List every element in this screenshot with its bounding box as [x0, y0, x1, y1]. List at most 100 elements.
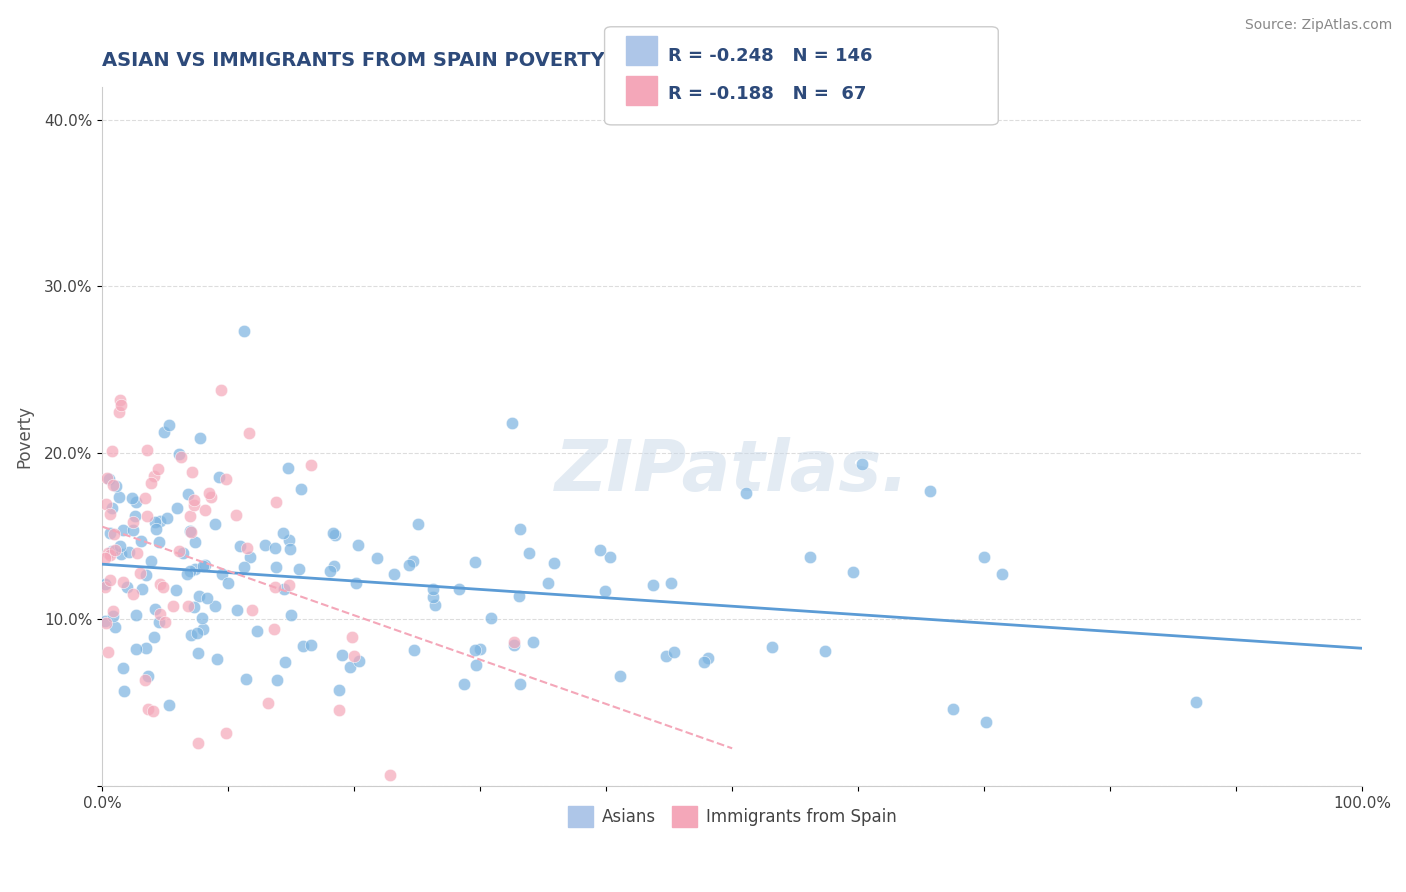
Immigrants from Spain	[236, 541, 259, 555]
Asians	[842, 565, 865, 579]
Asians	[94, 614, 117, 628]
Asians	[143, 602, 166, 616]
Asians	[157, 417, 180, 432]
Immigrants from Spain	[179, 508, 201, 523]
Asians	[232, 560, 254, 574]
Asians	[97, 472, 120, 486]
Asians	[176, 567, 198, 582]
Asians	[148, 615, 170, 629]
Asians	[464, 556, 486, 570]
Asians	[233, 324, 256, 338]
Asians	[274, 655, 297, 669]
Asians	[422, 591, 444, 605]
Asians	[165, 582, 187, 597]
Immigrants from Spain	[111, 574, 134, 589]
Asians	[217, 576, 239, 591]
Asians	[149, 514, 172, 528]
Asians	[204, 599, 226, 613]
Asians	[339, 660, 361, 674]
Legend: Asians, Immigrants from Spain: Asians, Immigrants from Spain	[561, 800, 903, 833]
Asians	[194, 558, 217, 573]
Asians	[328, 682, 350, 697]
Asians	[125, 494, 148, 508]
Immigrants from Spain	[135, 443, 157, 458]
Immigrants from Spain	[180, 524, 202, 539]
Asians	[101, 608, 124, 623]
Immigrants from Spain	[155, 615, 177, 630]
Y-axis label: Poverty: Poverty	[15, 405, 32, 467]
Asians	[152, 425, 174, 440]
Asians	[186, 626, 208, 640]
Immigrants from Spain	[97, 546, 120, 560]
Asians	[609, 668, 631, 682]
Asians	[402, 643, 425, 657]
Asians	[659, 576, 682, 591]
Immigrants from Spain	[215, 726, 238, 740]
Immigrants from Spain	[127, 546, 149, 560]
Text: Source: ZipAtlas.com: Source: ZipAtlas.com	[1244, 18, 1392, 32]
Immigrants from Spain	[378, 768, 401, 782]
Asians	[643, 578, 665, 592]
Asians	[195, 591, 218, 606]
Asians	[543, 557, 565, 571]
Immigrants from Spain	[121, 587, 143, 601]
Asians	[468, 642, 491, 657]
Asians	[118, 545, 141, 559]
Asians	[323, 527, 346, 541]
Asians	[108, 539, 131, 553]
Asians	[191, 622, 214, 636]
Asians	[508, 589, 530, 603]
Asians	[692, 655, 714, 669]
Asians	[589, 542, 612, 557]
Asians	[184, 562, 207, 576]
Immigrants from Spain	[101, 604, 124, 618]
Asians	[166, 500, 188, 515]
Asians	[402, 554, 425, 568]
Immigrants from Spain	[177, 599, 200, 614]
Asians	[180, 628, 202, 642]
Asians	[207, 470, 229, 484]
Asians	[110, 547, 132, 561]
Asians	[94, 576, 117, 591]
Asians	[522, 635, 544, 649]
Asians	[290, 483, 312, 497]
Immigrants from Spain	[149, 577, 172, 591]
Asians	[145, 522, 167, 536]
Asians	[135, 640, 157, 655]
Asians	[422, 582, 444, 596]
Immigrants from Spain	[167, 544, 190, 558]
Asians	[101, 544, 124, 558]
Asians	[942, 702, 965, 716]
Asians	[111, 661, 134, 675]
Immigrants from Spain	[104, 542, 127, 557]
Asians	[204, 516, 226, 531]
Asians	[207, 651, 229, 665]
Asians	[382, 566, 405, 581]
Asians	[239, 550, 262, 565]
Immigrants from Spain	[225, 508, 247, 522]
Asians	[115, 580, 138, 594]
Immigrants from Spain	[134, 673, 156, 687]
Immigrants from Spain	[134, 491, 156, 506]
Asians	[264, 559, 287, 574]
Immigrants from Spain	[142, 704, 165, 718]
Asians	[464, 643, 486, 657]
Asians	[228, 540, 250, 554]
Immigrants from Spain	[110, 393, 132, 408]
Asians	[135, 567, 157, 582]
Asians	[502, 638, 524, 652]
Asians	[1184, 695, 1206, 709]
Immigrants from Spain	[142, 469, 165, 483]
Immigrants from Spain	[152, 580, 174, 594]
Immigrants from Spain	[97, 645, 120, 659]
Text: ZIPatlas.: ZIPatlas.	[555, 436, 910, 506]
Asians	[104, 620, 127, 634]
Immigrants from Spain	[94, 550, 117, 565]
Asians	[273, 582, 295, 597]
Immigrants from Spain	[101, 478, 124, 492]
Asians	[131, 534, 153, 549]
Asians	[280, 608, 302, 623]
Asians	[136, 669, 159, 683]
Asians	[188, 431, 211, 445]
Asians	[98, 525, 121, 540]
